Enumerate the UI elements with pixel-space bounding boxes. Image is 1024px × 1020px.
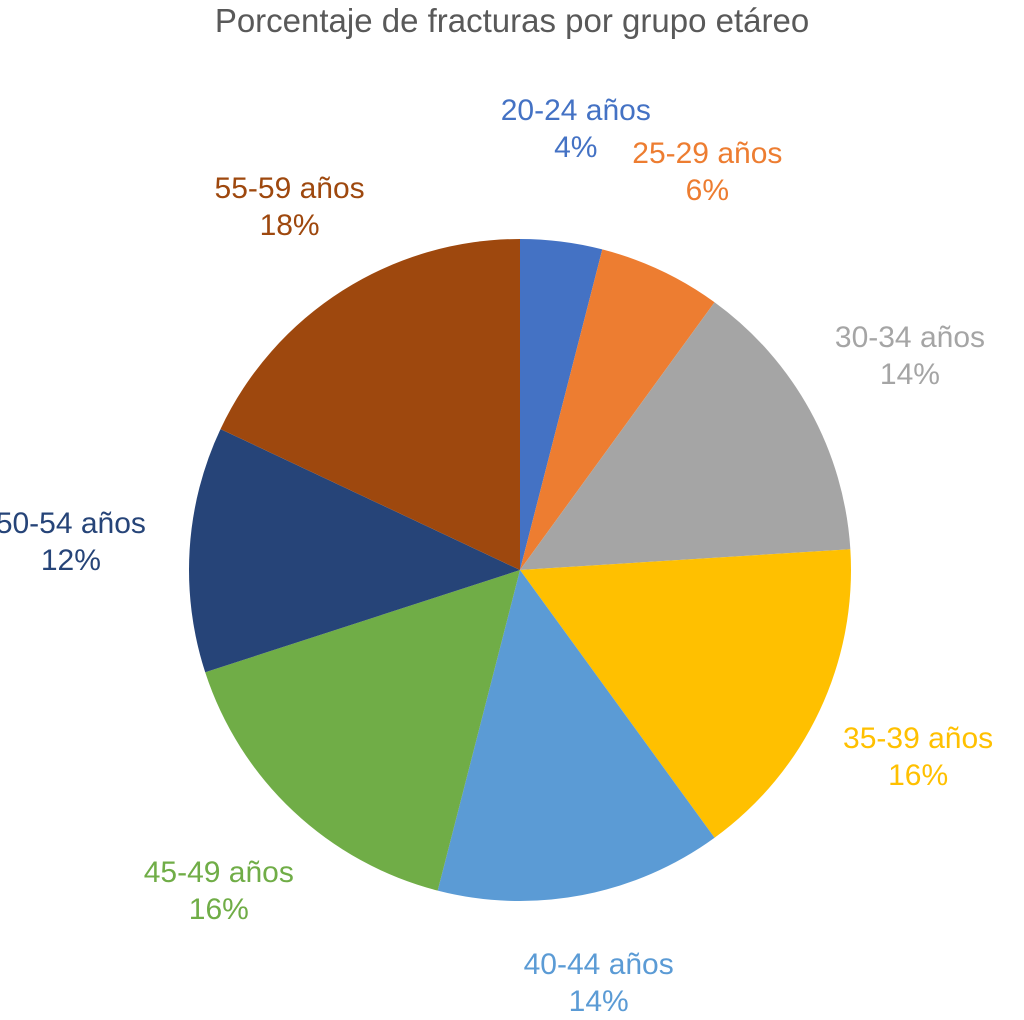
pie-slice-8 [220, 238, 520, 570]
slice-label-7: 50-54 años 12% [0, 505, 146, 579]
pie-slice-1 [520, 239, 603, 570]
slice-percent: 18% [259, 208, 320, 242]
slice-category: 55-59 años [214, 171, 365, 205]
pie-slice-7 [189, 429, 520, 673]
slice-percent: 14% [568, 984, 629, 1018]
chart-title: Porcentaje de fracturas por grupo etáreo [214, 2, 810, 39]
pie-slice-3 [520, 302, 851, 570]
slice-category: 50-54 años [0, 506, 146, 540]
slice-label-2: 25-29 años 6% [632, 135, 782, 209]
pie-slice-4 [520, 549, 852, 838]
slice-percent: 14% [879, 357, 940, 391]
slice-percent: 16% [888, 759, 949, 793]
slice-label-6: 45-49 años 16% [144, 854, 294, 928]
slice-percent: 16% [188, 892, 249, 926]
pie-slice-6 [205, 570, 520, 891]
slice-label-5: 40-44 años 14% [524, 946, 674, 1020]
pie-slice-5 [437, 570, 715, 901]
slice-label-3: 30-34 años 14% [835, 319, 985, 393]
slice-percent: 6% [685, 173, 729, 207]
slice-label-8: 55-59 años 18% [215, 170, 365, 244]
slice-label-1: 20-24 años 4% [501, 92, 651, 166]
slice-category: 40-44 años [523, 947, 674, 981]
slice-category: 20-24 años [500, 93, 651, 127]
slice-category: 45-49 años [143, 855, 294, 889]
slice-category: 30-34 años [834, 320, 986, 354]
pie-slice-2 [520, 249, 715, 570]
slice-category: 35-39 años [843, 722, 994, 756]
slice-label-4: 35-39 años 16% [843, 720, 993, 794]
slice-percent: 4% [554, 130, 598, 164]
slice-category: 25-29 años [632, 136, 783, 170]
slice-percent: 12% [40, 543, 101, 577]
